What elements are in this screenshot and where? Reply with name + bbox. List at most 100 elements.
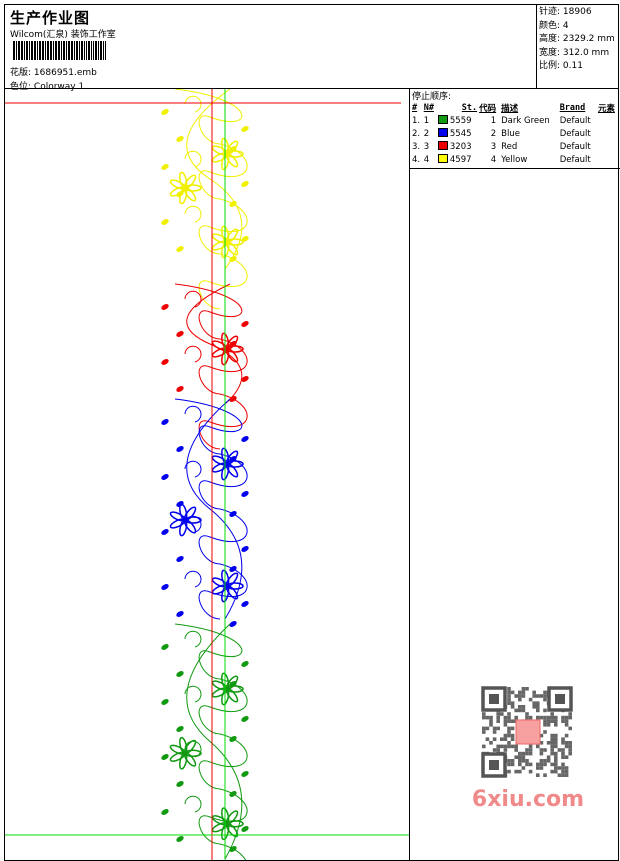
qr-module	[510, 737, 515, 741]
qr-module	[532, 701, 536, 705]
row-idx: 3.	[412, 141, 421, 152]
qr-module	[536, 694, 540, 698]
flower-center	[182, 185, 188, 191]
barcode-bar	[88, 41, 90, 60]
barcode-bar	[45, 41, 46, 60]
stop-sequence-table: # N# St. 代码 描述 Brand 元素 1. 1 5559 1 Dark…	[411, 101, 619, 166]
qr-module	[554, 737, 558, 741]
qr-module	[557, 766, 562, 770]
qr-code-watermark: 6xiu.com	[472, 686, 584, 812]
qr-module	[543, 762, 547, 767]
leaf	[176, 386, 184, 392]
qr-module	[532, 705, 536, 709]
qr-module	[557, 748, 562, 752]
watermark-logo: 6xiu.com	[472, 787, 584, 812]
table-row: 1. 1 5559 1 Dark Green Default	[411, 114, 619, 127]
qr-module	[561, 755, 565, 759]
qr-module	[496, 715, 500, 720]
barcode-bar	[63, 41, 65, 60]
row-st-cell: 5545	[437, 127, 478, 140]
qr-module	[507, 701, 511, 705]
col-brand: Brand	[559, 102, 586, 113]
color-swatch	[437, 141, 448, 150]
qr-module	[561, 762, 565, 767]
vine	[174, 283, 248, 450]
qr-module	[539, 741, 544, 745]
qr-module	[561, 751, 565, 756]
info-label: 颜色:	[539, 20, 561, 31]
row-st-cell: 3203	[437, 140, 478, 153]
qr-module	[564, 741, 569, 745]
qr-module	[568, 751, 572, 756]
leaf	[229, 736, 237, 742]
qr-module	[507, 690, 511, 695]
qr-module	[539, 762, 544, 767]
qr-module	[543, 708, 547, 713]
qr-module	[564, 766, 569, 770]
qr-module	[521, 705, 526, 709]
qr-module	[550, 751, 554, 756]
qr-module	[518, 697, 522, 702]
curl	[184, 570, 202, 588]
barcode-bar	[105, 41, 106, 60]
barcode-bar	[58, 41, 60, 60]
qr-module	[482, 730, 486, 734]
qr-module	[543, 694, 547, 698]
qr-module	[485, 737, 490, 741]
qr-module	[536, 762, 540, 767]
barcode-bar	[86, 41, 87, 60]
table-divider	[410, 168, 620, 169]
design-file: 花版: 1686951.emb	[10, 65, 97, 78]
qr-module	[510, 719, 515, 723]
leaf	[241, 376, 249, 382]
qr-module	[507, 759, 511, 763]
qr-module	[500, 744, 504, 749]
qr-module	[518, 694, 522, 698]
info-width: 宽度: 312.0 mm	[539, 47, 619, 61]
barcode-bar	[34, 41, 36, 60]
leaf	[241, 771, 249, 777]
qr-module	[564, 719, 569, 723]
barcode-bar	[37, 41, 38, 60]
curl	[184, 405, 202, 423]
row-st-cell: 5559	[437, 114, 478, 127]
qr-module	[554, 766, 558, 770]
row-code: 4	[490, 154, 497, 165]
qr-module	[564, 733, 569, 738]
table-row: 4. 4 4597 4 Yellow Default	[411, 153, 619, 166]
leaf	[161, 754, 169, 760]
row-element	[597, 114, 619, 127]
barcode-bar	[13, 41, 15, 60]
row-element	[597, 140, 619, 153]
qr-module	[550, 712, 554, 716]
row-brand: Default	[559, 115, 591, 126]
barcode-bar	[103, 41, 104, 60]
row-idx: 2.	[412, 128, 421, 139]
info-scale: 比例: 0.11	[539, 60, 619, 74]
qr-module	[496, 719, 500, 723]
qr-module	[521, 708, 526, 713]
qr-module	[539, 715, 544, 720]
info-height: 高度: 2329.2 mm	[539, 33, 619, 47]
barcode-bar	[50, 41, 52, 60]
qr-module	[496, 744, 500, 749]
qr-finder-center	[489, 760, 499, 770]
qr-module	[528, 762, 533, 767]
qr-module	[514, 755, 518, 759]
row-n: 2	[423, 128, 430, 139]
qr-module	[564, 744, 569, 749]
qr-module	[543, 723, 547, 727]
row-idx: 4.	[412, 154, 421, 165]
leaf	[229, 396, 237, 402]
vine	[186, 89, 243, 270]
qr-module	[550, 744, 554, 749]
qr-module	[532, 690, 536, 695]
qr-module	[507, 697, 511, 702]
qr-module	[521, 690, 526, 695]
qr-module	[554, 769, 558, 774]
qr-module	[510, 705, 515, 709]
leaf	[241, 236, 249, 242]
qr-module	[561, 719, 565, 723]
leaf	[229, 566, 237, 572]
page-title: 生产作业图	[10, 9, 91, 27]
